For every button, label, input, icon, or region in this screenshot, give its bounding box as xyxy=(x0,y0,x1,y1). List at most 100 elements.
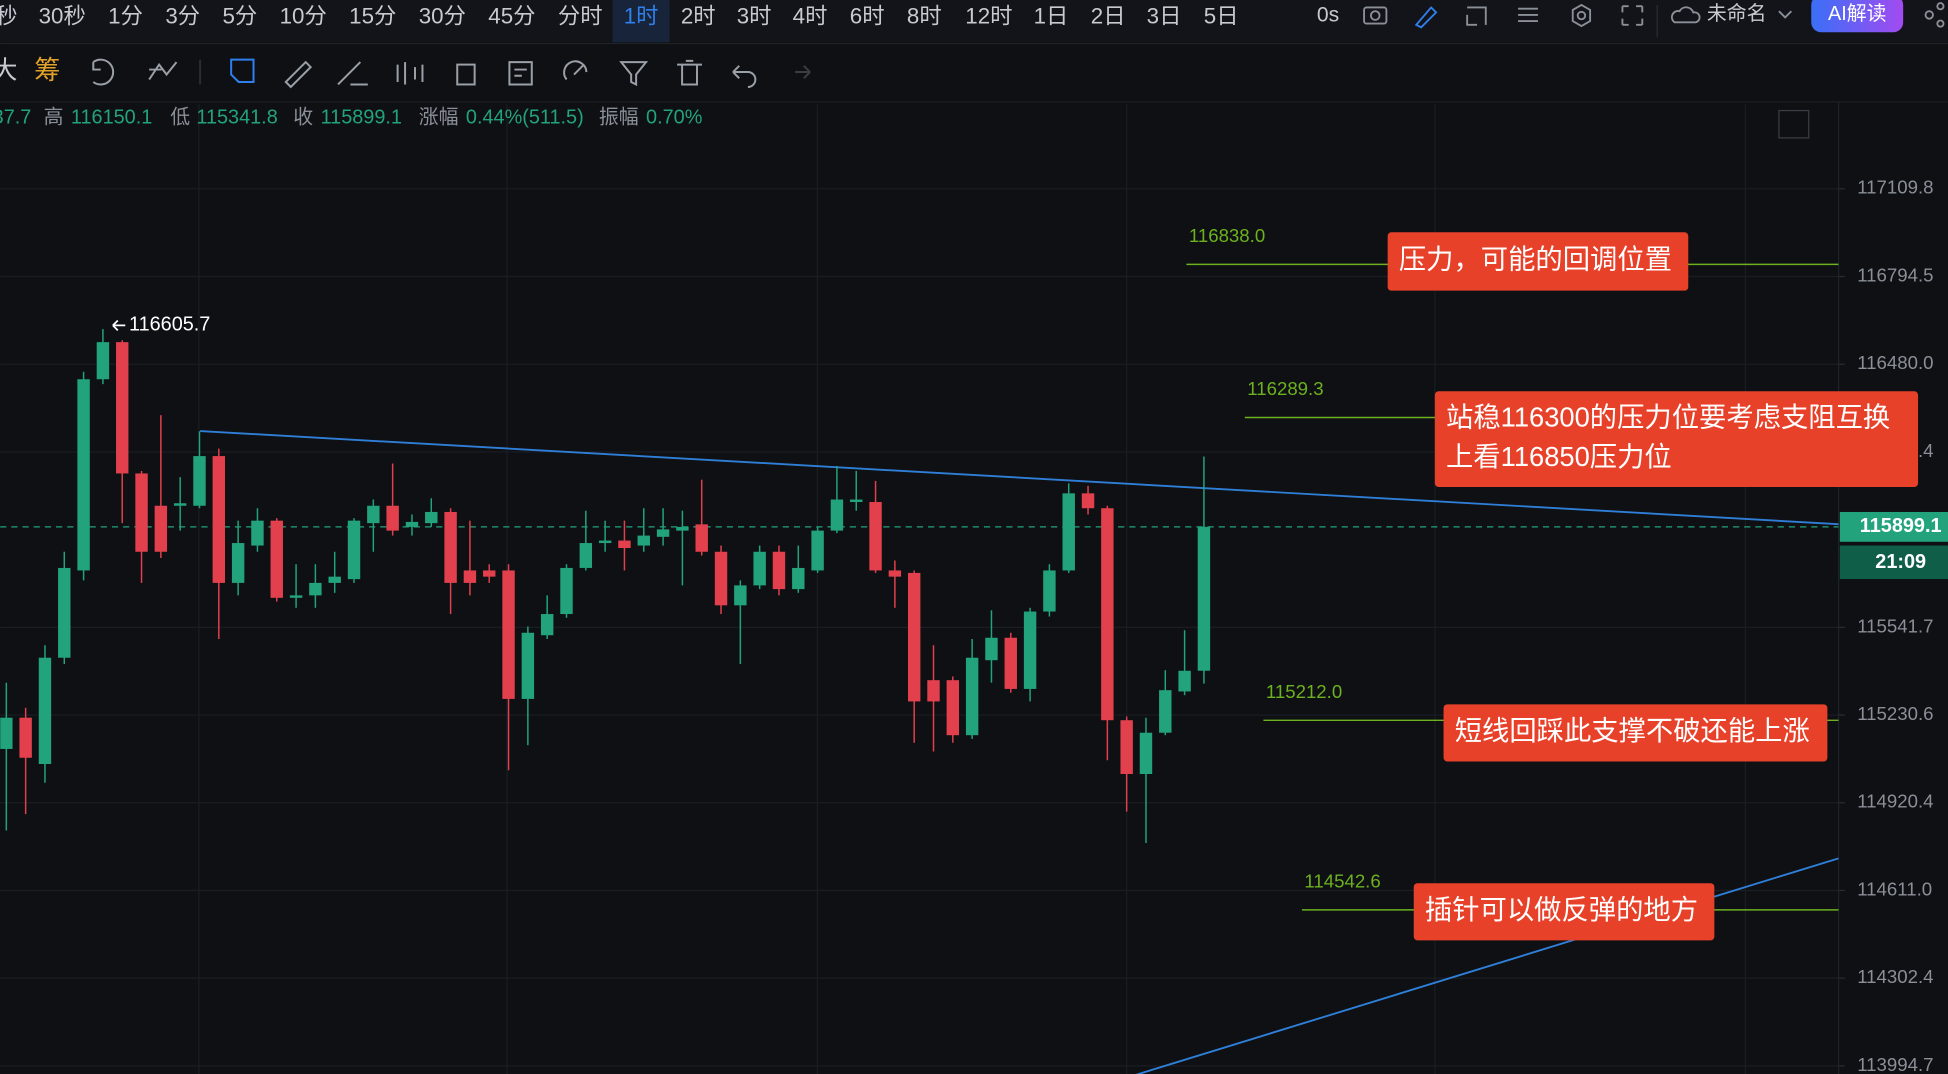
candle-body xyxy=(289,595,303,598)
price-line-label: 116289.3 xyxy=(1247,378,1323,399)
interval-button[interactable]: 6时 xyxy=(850,3,885,28)
interval-button[interactable]: 3时 xyxy=(737,3,772,28)
tool-label[interactable]: 大 xyxy=(0,57,18,85)
candle-body xyxy=(444,511,457,583)
timer[interactable]: 0s xyxy=(1317,4,1339,27)
tool-icon[interactable] xyxy=(148,61,178,81)
annotation-box xyxy=(1443,704,1828,762)
camera-lens xyxy=(1369,10,1381,21)
tool-icon[interactable] xyxy=(732,65,757,88)
y-tick-label: 113994.7 xyxy=(1857,1054,1933,1074)
trend-line xyxy=(200,430,1839,526)
interval-button[interactable]: 分时 xyxy=(558,3,603,28)
candle-body xyxy=(193,456,206,506)
close-label: 收 xyxy=(293,106,313,128)
last-price-label: 115899.1 xyxy=(1860,515,1942,537)
share-icon-node xyxy=(1936,19,1945,28)
y-tick-label: 116794.5 xyxy=(1857,264,1933,285)
price-line-label: 116838.0 xyxy=(1189,225,1265,246)
candle-body xyxy=(888,570,902,577)
interval-button[interactable]: 30分 xyxy=(419,3,466,28)
fullscreen-icon[interactable] xyxy=(1621,5,1644,26)
interval-button[interactable]: 5日 xyxy=(1204,3,1239,28)
dropdown-icon[interactable] xyxy=(1778,10,1793,19)
tool-icon[interactable] xyxy=(508,61,533,86)
interval-button[interactable]: 45分 xyxy=(488,3,535,28)
tool-icon[interactable] xyxy=(396,62,424,85)
interval-button[interactable]: 1分 xyxy=(108,3,143,28)
settings-icon[interactable] xyxy=(1571,3,1592,28)
tool-icon[interactable] xyxy=(456,63,476,86)
tool-icon[interactable] xyxy=(619,61,649,87)
list-icon[interactable] xyxy=(1518,7,1538,23)
share-icon-node xyxy=(1936,2,1945,11)
share-icon[interactable] xyxy=(1924,10,1934,20)
candle-body xyxy=(96,342,110,380)
interval-button[interactable]: 4时 xyxy=(793,3,828,28)
tool-label[interactable]: 筹 xyxy=(34,55,60,85)
low-label: 低 xyxy=(170,106,190,128)
pen-icon[interactable] xyxy=(1414,6,1438,29)
tool-icon[interactable] xyxy=(677,59,702,86)
candle-body xyxy=(869,502,882,571)
interval-button[interactable]: 12时 xyxy=(965,3,1012,28)
candle-body xyxy=(946,680,960,736)
tool-icon[interactable] xyxy=(230,58,255,83)
toolbar-icons[interactable] xyxy=(1363,2,1945,29)
camera-icon[interactable] xyxy=(1363,6,1388,25)
countdown-label: 21:09 xyxy=(1875,551,1926,573)
interval-button[interactable]: 2时 xyxy=(681,3,716,28)
candle-body xyxy=(58,567,71,658)
candle-body xyxy=(135,473,148,552)
layout-icon[interactable] xyxy=(1466,6,1487,26)
high-value: 116150.1 xyxy=(71,106,152,128)
interval-button[interactable]: 3分 xyxy=(165,3,200,28)
layout-name[interactable]: 未命名 xyxy=(1707,3,1767,25)
y-tick-label: 117109.8 xyxy=(1857,177,1933,198)
interval-button[interactable]: 2日 xyxy=(1091,3,1126,28)
high-label: 高 xyxy=(44,106,64,128)
candle-body xyxy=(38,657,52,764)
candle-body xyxy=(116,342,129,474)
close-value: 115899.1 xyxy=(321,106,402,128)
y-tick-label: 116480.0 xyxy=(1857,352,1933,373)
tool-icon[interactable] xyxy=(284,60,313,89)
candle-body xyxy=(907,572,921,702)
interval-button[interactable]: 30秒 xyxy=(39,3,86,28)
interval-button[interactable]: 秒 xyxy=(0,3,18,28)
annotation-box xyxy=(1387,232,1689,291)
candle-body xyxy=(1062,493,1075,571)
price-line-label: 114542.6 xyxy=(1304,870,1380,891)
y-tick-label: 115230.6 xyxy=(1857,703,1933,724)
candle-body xyxy=(618,540,631,549)
y-tick-label: 114302.4 xyxy=(1857,966,1933,987)
candle-body xyxy=(792,567,805,590)
candle-body xyxy=(560,567,573,615)
ai-button-label[interactable]: AI解读 xyxy=(1828,3,1887,25)
candle-body xyxy=(714,551,728,606)
interval-button[interactable]: 1时 xyxy=(624,3,659,28)
interval-button[interactable]: 15分 xyxy=(349,3,396,28)
candle-body xyxy=(695,524,708,552)
tool-icon[interactable] xyxy=(563,60,588,81)
interval-button[interactable]: 10分 xyxy=(280,3,327,28)
interval-button[interactable]: 1日 xyxy=(1034,3,1069,28)
tool-icon[interactable] xyxy=(795,65,811,79)
tool-icon[interactable] xyxy=(92,58,115,86)
tool-icon[interactable] xyxy=(337,61,368,86)
ai-button[interactable] xyxy=(1811,0,1904,33)
candle-body xyxy=(1101,508,1114,721)
chart-layout-icon[interactable] xyxy=(1778,109,1810,139)
interval-button[interactable]: 8时 xyxy=(907,3,942,28)
candle-body xyxy=(270,520,283,598)
candle-body xyxy=(540,614,554,636)
open-value: 37.7 xyxy=(0,106,31,128)
interval-button[interactable]: 3日 xyxy=(1147,3,1182,28)
cloud-icon[interactable] xyxy=(1670,6,1701,24)
drawing-tools[interactable] xyxy=(92,58,811,89)
y-tick-label: 115541.7 xyxy=(1857,615,1933,636)
interval-button[interactable]: 5分 xyxy=(222,3,257,28)
last-price-tag xyxy=(1839,511,1948,542)
candle-body xyxy=(1004,637,1017,689)
